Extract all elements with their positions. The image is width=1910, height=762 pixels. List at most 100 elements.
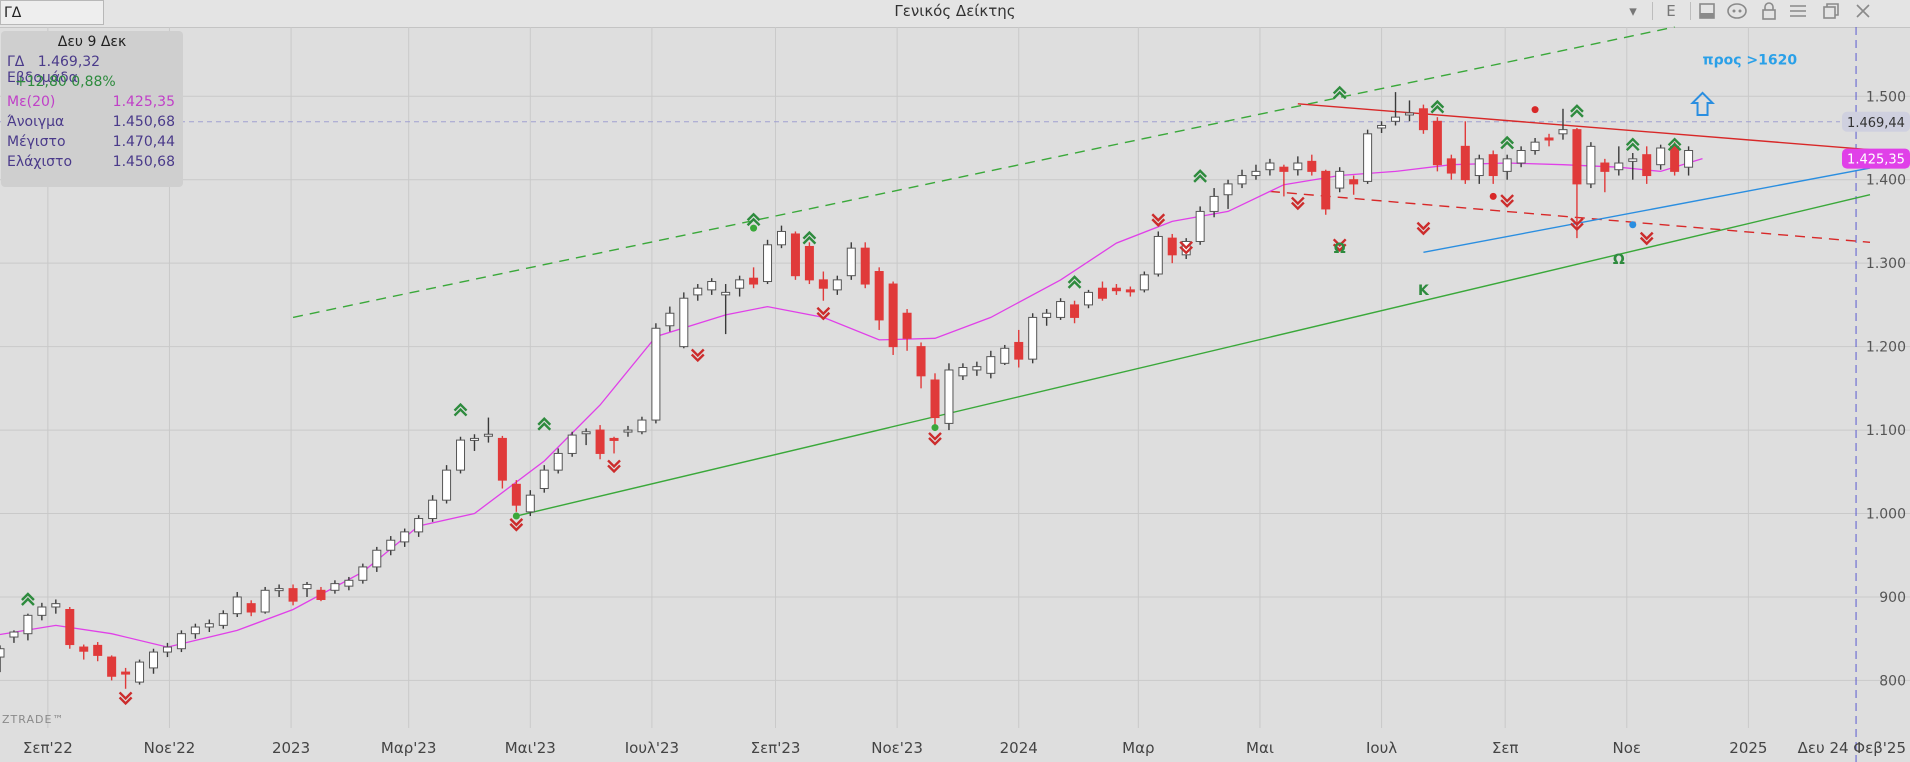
- candle-body: [581, 431, 591, 435]
- candle-body: [1516, 150, 1526, 164]
- x-tick-label: Σεπ'23: [751, 739, 801, 757]
- signal-up-chevron-icon: [537, 417, 552, 431]
- pivot-dot: [931, 424, 939, 432]
- candle-body: [944, 369, 954, 424]
- candle-body: [1656, 147, 1666, 166]
- y-tick-label: 1.000: [1866, 507, 1906, 523]
- candle-body: [595, 429, 605, 454]
- moving-average: [0, 157, 1703, 648]
- signal-up-chevron-icon: [1067, 275, 1082, 289]
- signal-down-chevron-icon: [1290, 196, 1305, 211]
- info-ma-row: Με(20) 1.425,35: [7, 94, 175, 110]
- x-tick-label: Σεπ'22: [23, 739, 73, 757]
- candle-body: [218, 613, 228, 626]
- candle-body: [1460, 145, 1470, 181]
- candle-body: [679, 297, 689, 348]
- price-tag-label: 1.425,35: [1847, 153, 1905, 168]
- candle-body: [442, 469, 452, 501]
- x-tick-label: 2024: [1000, 739, 1038, 757]
- info-ma-value: 1.425,35: [112, 94, 175, 110]
- chat-icon[interactable]: [1727, 3, 1747, 19]
- candle-body: [1125, 289, 1135, 293]
- candle-body: [930, 379, 940, 419]
- candle-body: [288, 588, 298, 602]
- chevron-down-icon[interactable]: ▾: [1629, 2, 1637, 20]
- candle-body: [93, 644, 103, 656]
- menu-icon[interactable]: [1790, 5, 1806, 17]
- x-tick-label: Νοε'23: [871, 739, 923, 757]
- signal-up-chevron-icon: [1430, 99, 1445, 114]
- candle-body: [1111, 287, 1121, 292]
- trendline-solid-blue: [1423, 167, 1871, 254]
- lock-icon[interactable]: [1762, 2, 1776, 20]
- candle-body: [1084, 291, 1094, 306]
- pivot-dot: [1629, 221, 1637, 229]
- signal-down-chevron-icon: [1332, 238, 1347, 253]
- candle-body: [190, 626, 200, 635]
- grid: [0, 27, 1910, 762]
- pivot-dot: [750, 224, 758, 232]
- signal-up-chevron-icon: [1667, 137, 1682, 152]
- candle-body: [1000, 347, 1010, 364]
- candle-body: [1223, 183, 1233, 196]
- trendline-dashed-green: [292, 26, 1675, 319]
- annotation-label: Ω: [1334, 241, 1346, 257]
- info-open-label: Άνοιγμα: [7, 114, 65, 130]
- candle-body: [344, 579, 354, 587]
- info-close: 1.469,32: [37, 54, 101, 70]
- candle-body: [386, 539, 396, 551]
- candle-body: [1614, 162, 1624, 171]
- signal-up-chevron-icon: [1332, 85, 1347, 100]
- panel-icon[interactable]: [1699, 3, 1715, 19]
- candle-body: [358, 566, 368, 581]
- symbol-input[interactable]: ΓΔ: [0, 0, 104, 25]
- restore-icon[interactable]: [1823, 3, 1839, 19]
- trendline-solid-red: [1297, 103, 1871, 151]
- x-tick-label: Μαι'23: [505, 739, 556, 757]
- candle-body: [135, 661, 145, 683]
- close-icon[interactable]: [1856, 4, 1870, 18]
- y-tick-label: 800: [1879, 673, 1906, 689]
- candle-body: [497, 437, 507, 481]
- watermark: ZTRADE™: [2, 713, 65, 726]
- signals: [21, 85, 1715, 706]
- x-tick-label: Μαρ'23: [381, 739, 437, 757]
- info-low-value: 1.450,68: [112, 154, 175, 170]
- signal-up-chevron-icon: [1625, 137, 1640, 152]
- x-tick-label: 2023: [272, 739, 310, 757]
- candle-body: [483, 433, 493, 437]
- candle-body: [1363, 133, 1373, 182]
- info-high-value: 1.470,44: [112, 134, 175, 150]
- signal-down-chevron-icon: [607, 459, 621, 474]
- x-tick-label: Ιουλ'23: [625, 739, 679, 757]
- info-change: +12,80 0,88%: [15, 74, 116, 90]
- candle-body: [1586, 145, 1596, 185]
- signal-down-chevron-icon: [509, 518, 524, 532]
- candle-body: [1642, 154, 1652, 177]
- candle-body: [511, 483, 521, 506]
- axes: 800 900 1.000 1.100 1.200 1.300 1.400 1.500 1.46…: [23, 89, 1910, 757]
- candle-body: [776, 230, 786, 246]
- candle-body: [330, 583, 340, 591]
- toolbar-icons: [1699, 2, 1870, 20]
- annotation-label: προς >1620: [1703, 53, 1798, 69]
- candle-body: [609, 437, 619, 441]
- trendline-solid-green: [516, 194, 1871, 517]
- pivot-dot: [1489, 192, 1497, 200]
- candle-body: [874, 271, 884, 321]
- info-symbol: ΓΔ: [7, 54, 25, 70]
- x-tick-label: Σεπ: [1492, 739, 1519, 757]
- e-button[interactable]: E: [1666, 2, 1676, 20]
- signal-down-chevron-icon: [1639, 231, 1654, 246]
- candle-body: [1153, 235, 1163, 275]
- ma-line: [0, 157, 1703, 648]
- candle-body: [693, 287, 703, 296]
- signal-up-chevron-icon: [802, 230, 817, 245]
- candle-body: [232, 596, 242, 615]
- info-symbol-row: ΓΔ 1.469,32 Εβδομάδα: [7, 54, 175, 86]
- candle-body: [400, 531, 410, 543]
- pivot-dot: [512, 512, 520, 520]
- annotation-label: Ω: [1613, 252, 1625, 268]
